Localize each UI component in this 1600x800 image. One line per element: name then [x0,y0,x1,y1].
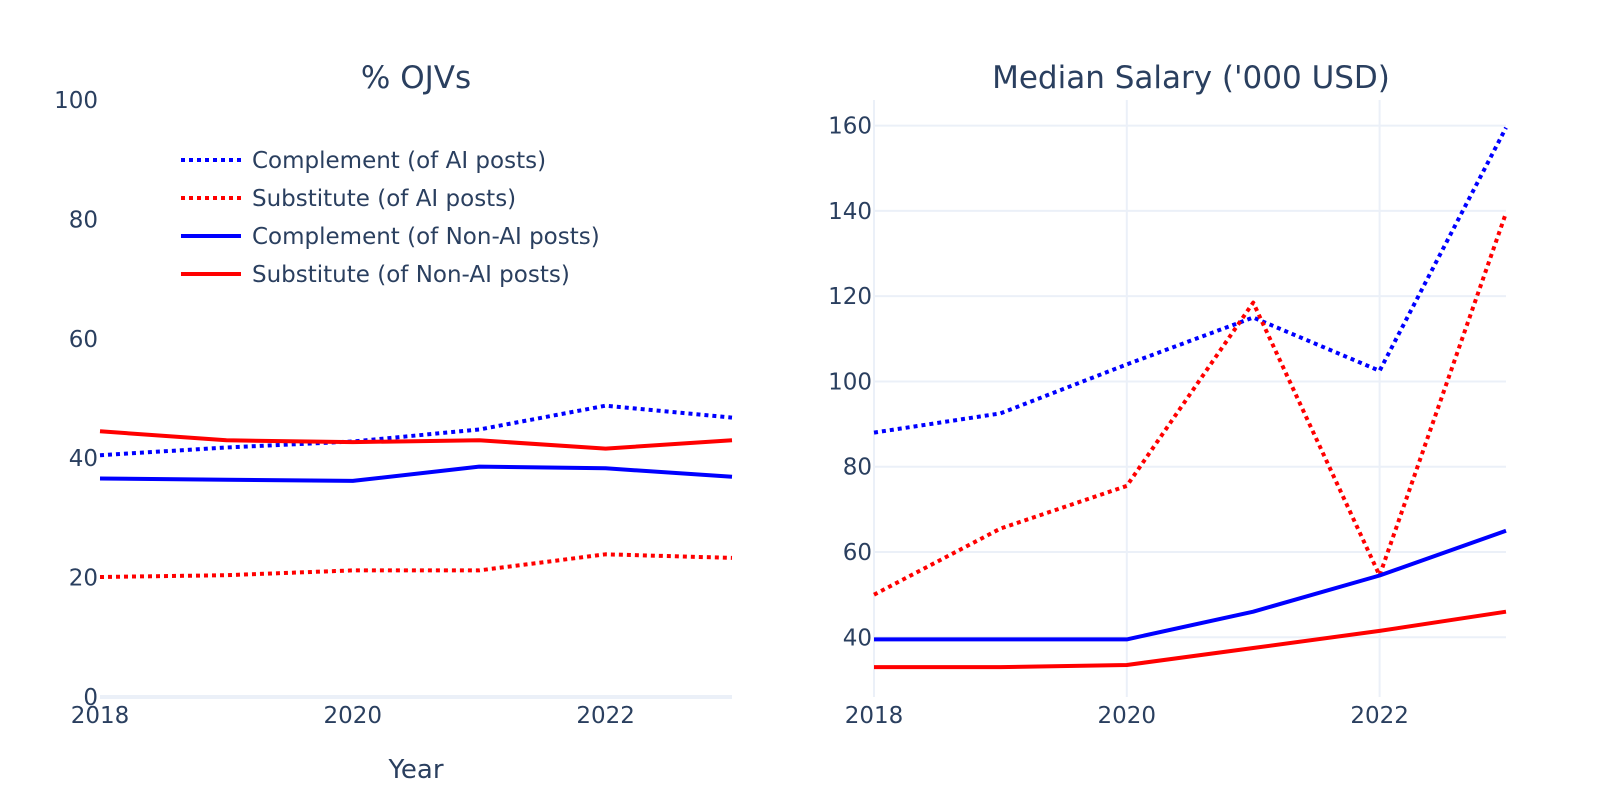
salary-chart-title: Median Salary ('000 USD) [992,60,1390,96]
y-tick-label: 0 [83,685,98,711]
series-line-substitute-of-ai-posts [873,212,1508,597]
legend-item[interactable]: Substitute (of Non-AI posts) [181,262,570,288]
y-tick-label: 120 [828,284,872,310]
y-tick-label: 60 [69,327,98,353]
salary-tick-labels: 40 60 80 100 120 140 160 2018 2020 2022 [828,114,1409,729]
legend-label: Complement (of AI posts) [252,148,546,174]
y-tick-label: 100 [828,369,872,395]
salary-series-lines [873,126,1508,670]
x-tick-label: 2018 [71,703,130,729]
x-tick-label: 2022 [576,703,635,729]
y-tick-label: 20 [69,566,98,592]
y-tick-label: 140 [828,199,872,225]
legend-item[interactable]: Complement (of AI posts) [181,148,546,174]
y-tick-label: 60 [843,540,872,566]
x-tick-label: 2022 [1350,703,1409,729]
y-tick-label: 160 [828,114,872,140]
ojv-chart-title: % OJVs [361,60,471,96]
legend-item[interactable]: Complement (of Non-AI posts) [181,224,600,250]
series-line-complement-of-ai-posts [873,126,1508,435]
y-tick-label: 80 [843,455,872,481]
salary-gridlines [873,100,1506,697]
y-tick-label: 40 [69,446,98,472]
legend[interactable]: Complement (of AI posts) Substitute (of A… [181,148,600,288]
legend-label: Substitute (of Non-AI posts) [252,262,570,288]
y-tick-label: 80 [69,207,98,233]
legend-item[interactable]: Substitute (of AI posts) [181,186,516,212]
x-tick-label: 2020 [324,703,383,729]
median-salary-panel: Median Salary ('000 USD) 40 60 80 100 120 140… [828,60,1508,729]
series-line-complement-of-ai-posts [99,403,733,458]
series-line-complement-of-non-ai-posts [874,528,1507,642]
series-line-substitute-of-non-ai-posts [874,609,1507,670]
ojv-tick-labels: 0 20 40 60 80 100 2018 2020 2022 [54,88,635,729]
x-axis-label: Year [387,755,443,785]
y-tick-label: 40 [843,625,872,651]
series-line-substitute-of-ai-posts [99,552,733,579]
legend-label: Complement (of Non-AI posts) [252,224,600,250]
ojv-share-panel: % OJVs 0 20 40 60 80 100 2018 2020 2022 Year Com… [54,60,733,785]
x-tick-label: 2020 [1098,703,1157,729]
y-tick-label: 100 [54,88,98,114]
legend-label: Substitute (of AI posts) [252,186,516,212]
x-tick-label: 2018 [845,703,904,729]
series-line-complement-of-non-ai-posts [99,464,733,483]
ojv-series-lines [99,403,733,579]
series-line-substitute-of-non-ai-posts [99,429,733,451]
